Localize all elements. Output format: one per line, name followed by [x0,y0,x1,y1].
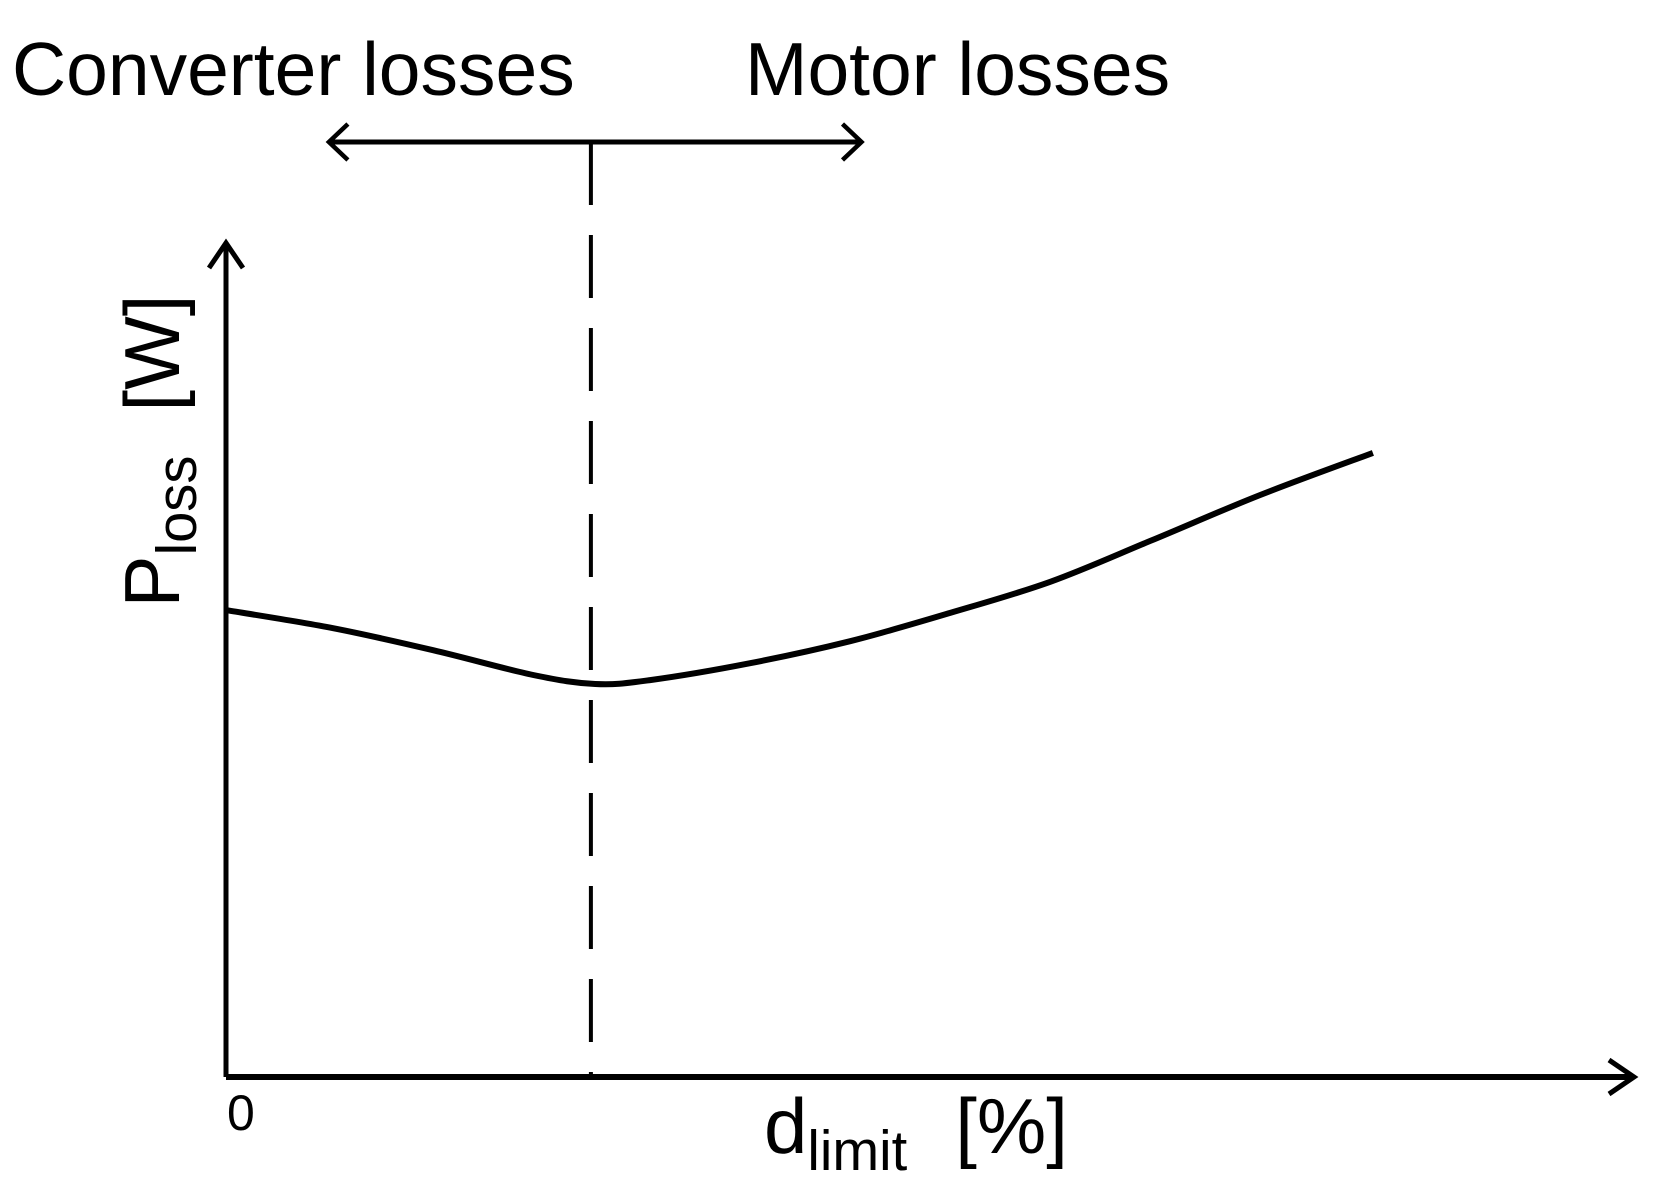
x-axis-subscript: limit [807,1118,908,1182]
loss-curve [225,450,1374,688]
x-axis-symbol: d [764,1082,808,1170]
x-axis-arrowhead [1607,1057,1639,1097]
y-axis-unit: [W] [108,294,196,412]
x-axis-origin-tick: 0 [227,1085,255,1141]
tradeoff-arrow-right-head [840,122,865,162]
tradeoff-arrow-left-head [325,122,350,162]
converter-losses-label: Converter losses [12,27,575,111]
y-axis-subscript: loss [144,455,208,556]
motor-losses-label: Motor losses [745,27,1171,111]
x-axis-unit: [%] [955,1082,1068,1170]
x-axis-label: dlimit [%] [764,1087,1068,1178]
y-axis-arrowhead [206,238,246,270]
y-axis-label: Ploss [W] [102,151,208,751]
y-axis-symbol: P [108,555,196,608]
